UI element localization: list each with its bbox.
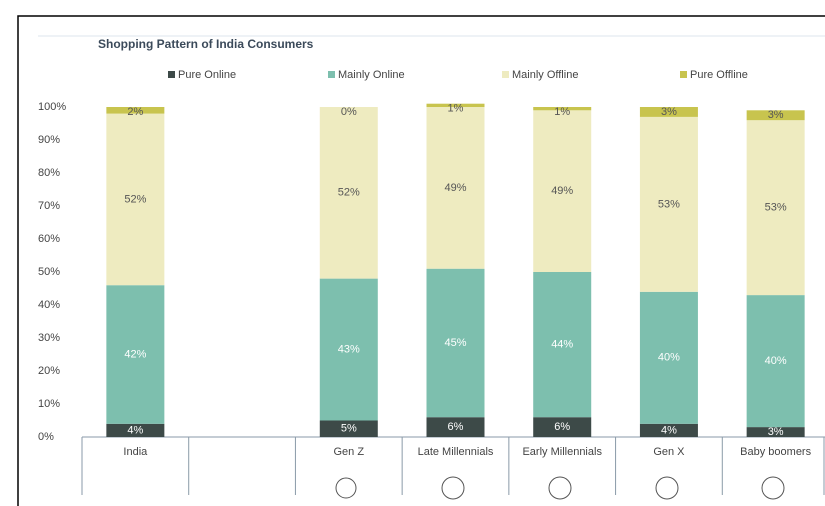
data-label: 40% xyxy=(658,352,680,364)
frame xyxy=(17,15,825,506)
face-icons xyxy=(335,476,785,500)
data-label: 3% xyxy=(661,106,677,118)
y-tick-label: 70% xyxy=(38,200,60,212)
legend-label: Pure Online xyxy=(178,69,236,81)
y-tick-label: 20% xyxy=(38,365,60,377)
bar-segment xyxy=(106,113,165,286)
bar-segment xyxy=(426,417,485,437)
bar-segment xyxy=(639,107,698,117)
data-label: 43% xyxy=(338,343,360,355)
legend-swatch xyxy=(328,71,335,78)
bar-segment xyxy=(533,110,592,272)
data-label: 53% xyxy=(765,202,787,214)
bar-segment xyxy=(106,423,165,437)
legend-label: Mainly Offline xyxy=(512,69,578,81)
bar-segment xyxy=(533,107,592,111)
x-tick-label: Gen X xyxy=(653,446,685,458)
x-tick-label: India xyxy=(123,446,148,458)
bar-segment xyxy=(319,420,378,437)
bar-segment xyxy=(319,278,378,421)
data-label: 1% xyxy=(448,103,464,115)
bar-segment xyxy=(746,120,805,296)
y-tick-label: 30% xyxy=(38,332,60,344)
x-tick-label: Late Millennials xyxy=(418,446,494,458)
y-tick-label: 0% xyxy=(38,431,54,443)
data-label: 2% xyxy=(127,106,143,118)
data-label: 42% xyxy=(124,348,146,360)
data-label: 1% xyxy=(554,106,570,118)
chart-title: Shopping Pattern of India Consumers xyxy=(98,37,314,51)
legend-label: Mainly Online xyxy=(338,69,405,81)
data-label: 52% xyxy=(338,187,360,199)
y-tick-label: 60% xyxy=(38,233,60,245)
y-tick-label: 80% xyxy=(38,167,60,179)
bar-segment xyxy=(639,291,698,424)
data-label: 49% xyxy=(551,185,573,197)
bar-segment xyxy=(533,417,592,437)
bar-segment xyxy=(533,272,592,418)
x-tick-label: Early Millennials xyxy=(522,446,602,458)
data-label: 6% xyxy=(554,421,570,433)
data-label: 53% xyxy=(658,198,680,210)
bar-segment xyxy=(319,107,378,279)
data-label: 44% xyxy=(551,339,573,351)
y-tick-label: 90% xyxy=(38,134,60,146)
bar-segment xyxy=(746,295,805,428)
legend-swatch xyxy=(168,71,175,78)
bar-segment xyxy=(106,285,165,424)
data-label: 3% xyxy=(768,109,784,121)
bar-segment xyxy=(639,423,698,437)
data-label: 45% xyxy=(444,337,466,349)
data-label: 5% xyxy=(341,423,357,435)
data-label: 6% xyxy=(448,421,464,433)
bar-segment xyxy=(426,103,485,107)
x-tick-label: Gen Z xyxy=(333,446,364,458)
bar-segment xyxy=(746,427,805,437)
legend-swatch xyxy=(502,71,509,78)
bar-segment xyxy=(639,116,698,292)
data-label: 0% xyxy=(341,106,357,118)
bar-segment xyxy=(426,268,485,418)
data-label: 52% xyxy=(124,193,146,205)
y-tick-label: 100% xyxy=(38,101,66,113)
legend-label: Pure Offline xyxy=(690,69,748,81)
data-label: 3% xyxy=(768,426,784,438)
data-label: 40% xyxy=(765,355,787,367)
data-label: 4% xyxy=(127,424,143,436)
y-tick-label: 40% xyxy=(38,299,60,311)
bar-segment xyxy=(746,110,805,121)
x-tick-label: Baby boomers xyxy=(740,446,811,458)
data-label: 49% xyxy=(444,182,466,194)
bar-segment xyxy=(426,107,485,269)
y-tick-label: 10% xyxy=(38,398,60,410)
data-label: 4% xyxy=(661,424,677,436)
bar-segment xyxy=(106,107,165,114)
legend-swatch xyxy=(680,71,687,78)
y-tick-label: 50% xyxy=(38,266,60,278)
